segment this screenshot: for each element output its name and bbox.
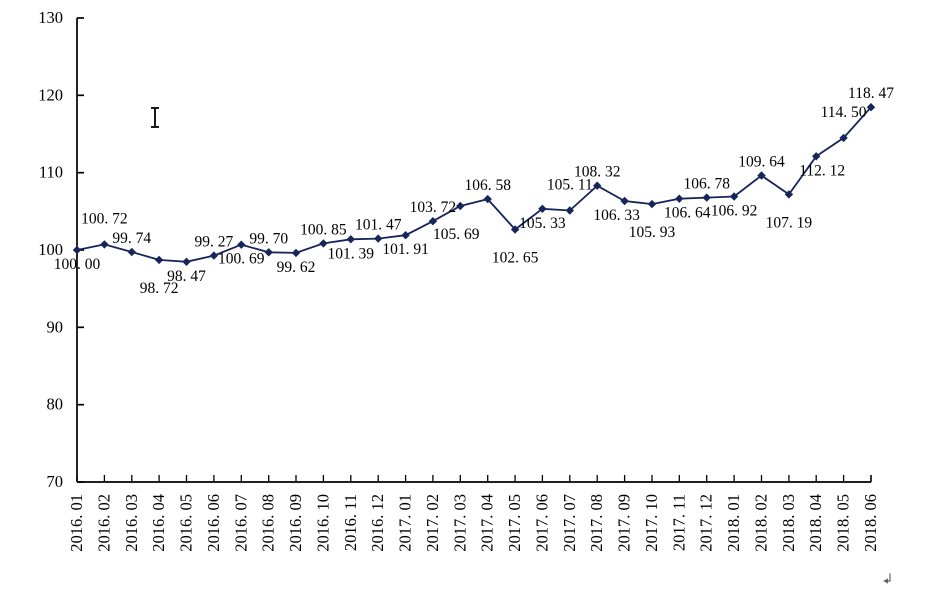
svg-text:106. 78: 106. 78 [683,176,730,193]
svg-text:2017. 06: 2017. 06 [532,494,551,552]
svg-text:102. 65: 102. 65 [492,250,539,267]
svg-text:2016. 04: 2016. 04 [149,494,168,552]
svg-text:2017. 08: 2017. 08 [587,494,606,552]
svg-text:2016. 03: 2016. 03 [122,494,141,552]
svg-text:98. 47: 98. 47 [167,268,206,285]
svg-text:107. 19: 107. 19 [766,214,813,231]
svg-text:2016. 06: 2016. 06 [204,494,223,552]
svg-text:70: 70 [47,472,64,491]
svg-text:105. 93: 105. 93 [629,224,676,241]
svg-text:2017. 09: 2017. 09 [615,494,634,552]
svg-text:2016. 01: 2016. 01 [67,494,86,552]
svg-text:2018. 01: 2018. 01 [724,494,743,552]
svg-text:2018. 05: 2018. 05 [834,494,853,552]
svg-text:99. 74: 99. 74 [112,230,151,247]
svg-text:2016. 08: 2016. 08 [259,494,278,552]
svg-text:90: 90 [47,317,64,336]
svg-text:2017. 02: 2017. 02 [423,494,442,552]
svg-text:100. 69: 100. 69 [218,251,265,268]
svg-text:2016. 12: 2016. 12 [368,494,387,552]
svg-text:2016. 02: 2016. 02 [94,494,113,552]
svg-text:101. 47: 101. 47 [355,217,402,234]
svg-text:118. 47: 118. 47 [848,85,894,102]
svg-text:2017. 05: 2017. 05 [505,494,524,552]
svg-text:120: 120 [38,85,63,104]
svg-text:2018. 06: 2018. 06 [861,494,880,552]
svg-text:99. 62: 99. 62 [277,259,316,276]
svg-text:100. 72: 100. 72 [81,210,128,227]
svg-text:106. 58: 106. 58 [464,177,511,194]
svg-text:100. 00: 100. 00 [54,256,101,273]
svg-text:105. 69: 105. 69 [433,226,480,243]
svg-text:2017. 03: 2017. 03 [450,494,469,552]
svg-text:2018. 02: 2018. 02 [752,494,771,552]
svg-text:108. 32: 108. 32 [574,164,621,181]
svg-text:106. 33: 106. 33 [593,207,640,224]
svg-text:2017. 12: 2017. 12 [697,494,716,552]
svg-text:101. 39: 101. 39 [328,245,375,262]
svg-text:2017. 01: 2017. 01 [396,494,415,552]
svg-text:105. 33: 105. 33 [519,215,566,232]
svg-text:2017. 04: 2017. 04 [478,494,497,552]
svg-text:2018. 03: 2018. 03 [779,494,798,552]
svg-text:106. 92: 106. 92 [711,203,758,220]
svg-text:101. 91: 101. 91 [382,241,429,258]
svg-text:103. 72: 103. 72 [410,199,457,216]
svg-text:80: 80 [47,395,64,414]
svg-text:2017. 07: 2017. 07 [560,494,579,552]
svg-text:99. 27: 99. 27 [195,234,234,251]
svg-text:2016. 07: 2016. 07 [231,494,250,552]
svg-text:2016. 11: 2016. 11 [341,494,360,551]
svg-text:110: 110 [39,163,63,182]
svg-text:114. 50: 114. 50 [821,104,867,121]
svg-text:2016. 05: 2016. 05 [177,494,196,552]
svg-text:2016. 09: 2016. 09 [286,494,305,552]
svg-text:2016. 10: 2016. 10 [313,494,332,552]
svg-text:109. 64: 109. 64 [738,154,785,171]
svg-text:100. 85: 100. 85 [300,221,347,238]
svg-text:99. 70: 99. 70 [249,230,288,247]
svg-text:2017. 11: 2017. 11 [669,494,688,551]
svg-text:112. 12: 112. 12 [799,162,845,179]
svg-text:2018. 04: 2018. 04 [806,494,825,552]
svg-text:130: 130 [38,8,63,27]
svg-text:106. 64: 106. 64 [664,205,711,222]
svg-text:2017. 10: 2017. 10 [642,494,661,552]
